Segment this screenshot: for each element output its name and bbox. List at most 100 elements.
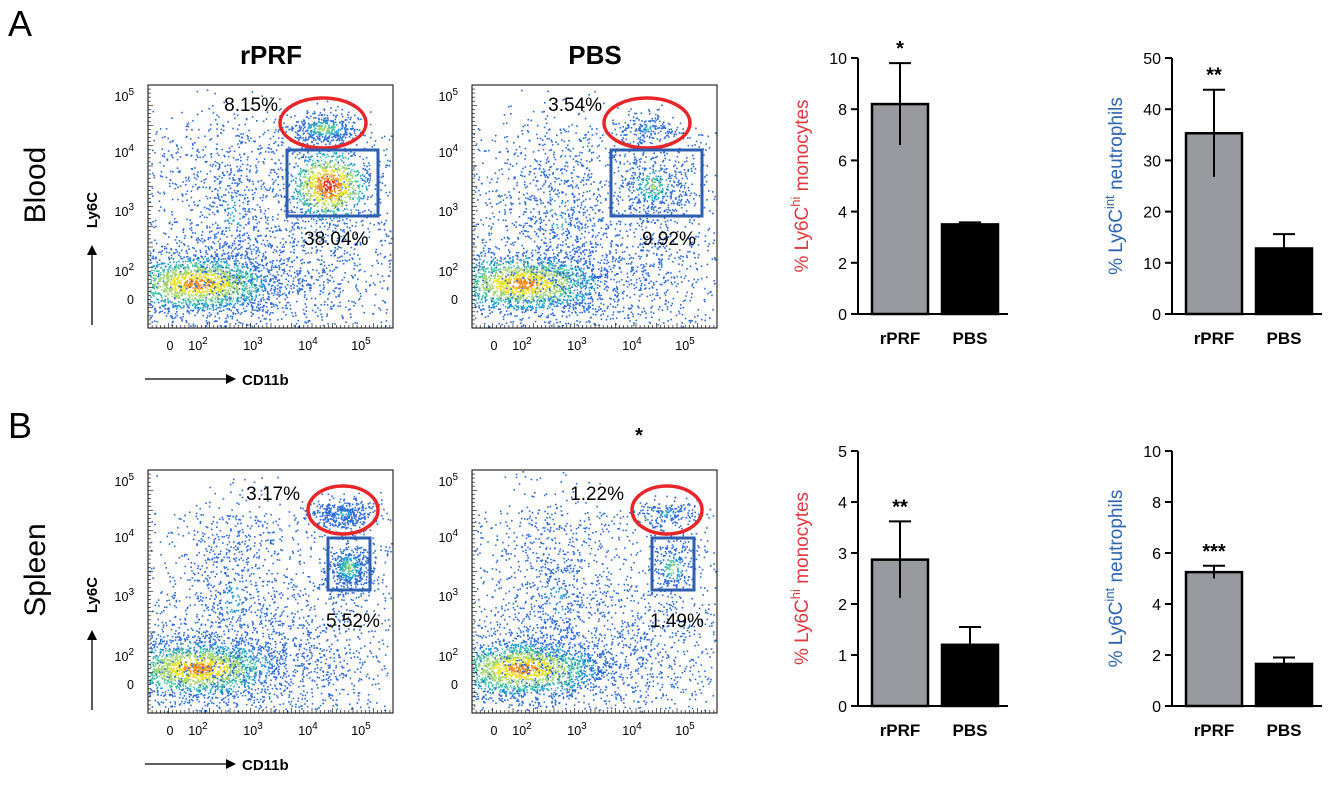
event-dot [182, 264, 184, 266]
event-dot [385, 312, 388, 314]
event-dot [224, 291, 227, 294]
event-dot [173, 280, 176, 282]
event-dot [252, 313, 254, 315]
event-dot [204, 255, 207, 258]
event-dot [258, 317, 260, 319]
event-dot [211, 223, 214, 226]
event-dot [174, 291, 177, 293]
event-dot [211, 290, 213, 293]
event-dot [166, 272, 168, 274]
event-dot [160, 277, 163, 280]
event-dot [342, 121, 345, 123]
event-dot [335, 183, 338, 186]
event-dot [323, 121, 325, 124]
event-dot [245, 270, 248, 273]
event-dot [273, 266, 275, 269]
event-dot [371, 265, 374, 267]
event-dot [161, 148, 164, 150]
event-dot [219, 247, 221, 249]
event-dot [154, 307, 156, 310]
event-dot [227, 267, 229, 269]
event-dot [323, 210, 326, 213]
event-dot [198, 291, 201, 294]
event-dot [311, 136, 313, 139]
event-dot [277, 183, 279, 186]
event-dot [226, 236, 228, 238]
event-dot [235, 192, 238, 194]
event-dot [214, 165, 217, 167]
event-dot [259, 303, 262, 306]
event-dot [332, 155, 335, 157]
event-dot [324, 169, 326, 171]
event-dot [195, 297, 197, 300]
event-dot [357, 213, 360, 215]
event-dot [192, 119, 194, 122]
event-dot [368, 182, 370, 184]
event-dot [159, 192, 161, 195]
event-dot [175, 288, 178, 291]
event-dot [304, 126, 306, 129]
event-dot [319, 156, 322, 158]
event-dot [345, 133, 348, 135]
event-dot [363, 195, 366, 197]
event-dot [250, 304, 253, 306]
event-dot [341, 230, 344, 232]
event-dot [206, 306, 209, 309]
event-dot [169, 274, 171, 277]
event-dot [210, 303, 212, 306]
event-dot [342, 240, 345, 243]
event-dot [325, 122, 327, 124]
event-dot [211, 278, 213, 281]
event-dot [217, 258, 220, 261]
event-dot [389, 254, 392, 256]
event-dot [235, 253, 238, 255]
event-dot [190, 293, 193, 296]
event-dot [211, 285, 213, 288]
event-dot [323, 109, 326, 112]
event-dot [196, 281, 198, 283]
event-dot [188, 204, 190, 207]
event-dot [353, 304, 355, 307]
event-dot [243, 289, 245, 292]
event-dot [188, 300, 191, 303]
event-dot [203, 305, 206, 307]
event-dot [304, 122, 306, 124]
event-dot [309, 284, 312, 286]
event-dot [200, 180, 203, 183]
event-dot [311, 185, 313, 187]
event-dot [236, 229, 238, 231]
tissue-label: Blood [19, 147, 52, 224]
event-dot [168, 252, 171, 254]
event-dot [245, 213, 248, 216]
event-dot [262, 255, 264, 258]
event-dot [314, 123, 316, 126]
event-dot [319, 152, 322, 155]
event-dot [191, 129, 193, 131]
event-dot [239, 194, 242, 196]
event-dot [310, 133, 313, 135]
ly6c-int-gate [285, 148, 380, 218]
event-dot [218, 175, 221, 178]
event-dot [369, 179, 371, 182]
event-dot [188, 297, 190, 299]
event-dot [210, 299, 212, 302]
event-dot [272, 251, 275, 254]
event-dot [356, 144, 358, 146]
event-dot [270, 302, 272, 304]
event-dot [273, 152, 276, 155]
event-dot [187, 287, 189, 289]
event-dot [269, 273, 272, 276]
event-dot [167, 293, 170, 295]
event-dot [225, 243, 228, 246]
event-dot [241, 303, 244, 305]
event-dot [362, 197, 365, 200]
event-dot [155, 274, 157, 277]
event-dot [193, 247, 195, 250]
event-dot [228, 207, 231, 210]
event-dot [202, 297, 204, 299]
event-dot [236, 273, 239, 276]
event-dot [236, 230, 238, 232]
event-dot [331, 219, 333, 222]
event-dot [309, 135, 312, 137]
event-dot [362, 158, 365, 161]
